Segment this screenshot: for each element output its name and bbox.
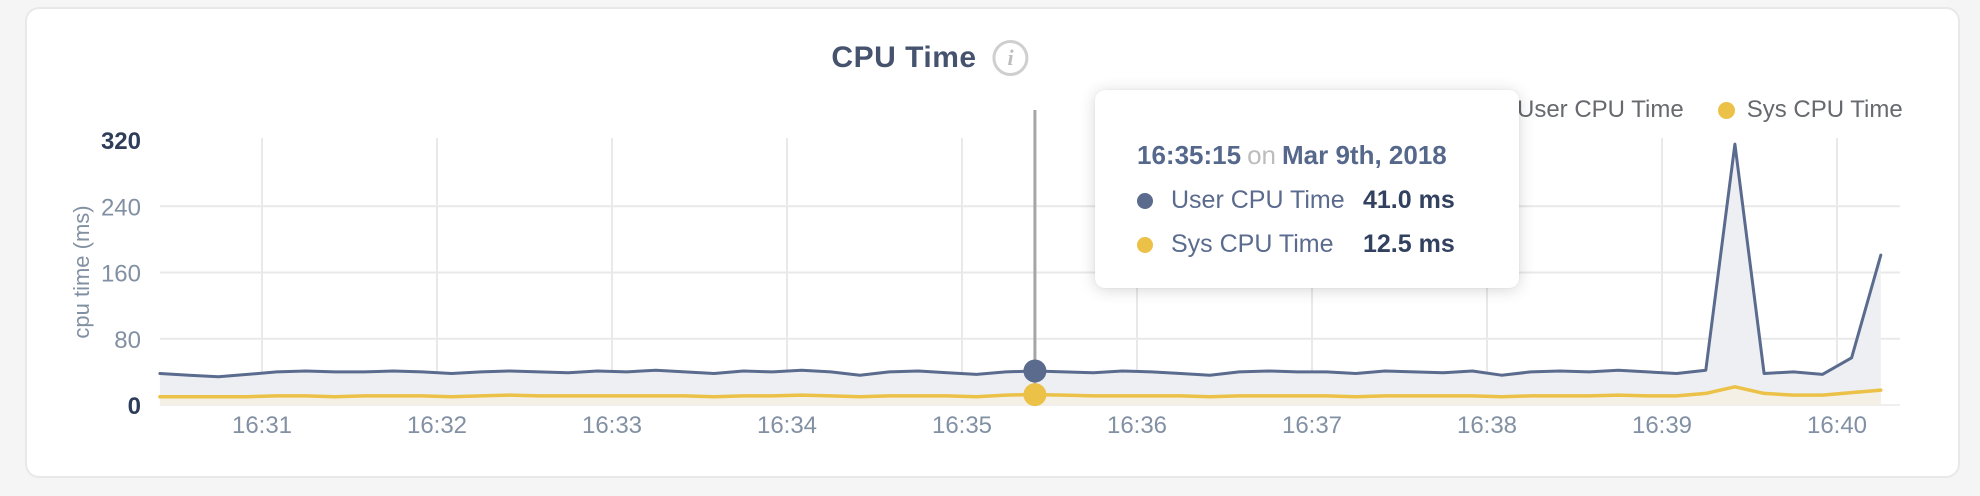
- legend-item-sys[interactable]: Sys CPU Time: [1717, 96, 1903, 124]
- y-tick-label: 160: [101, 261, 141, 288]
- y-tick-label: 240: [101, 194, 141, 221]
- legend: User CPU Time Sys CPU Time: [1488, 96, 1903, 124]
- tooltip-connector: on: [1247, 140, 1276, 170]
- chart-header: CPU Time i: [831, 40, 1029, 76]
- x-tick-label: 16:39: [1632, 412, 1692, 439]
- y-tick-label: 0: [128, 393, 141, 420]
- chart-title: CPU Time: [831, 41, 977, 74]
- x-tick-label: 16:38: [1457, 412, 1517, 439]
- tooltip-row-user: User CPU Time 41.0 ms: [1137, 186, 1519, 215]
- tooltip-value-sys: 12.5 ms: [1363, 230, 1455, 258]
- legend-label-sys: Sys CPU Time: [1746, 96, 1903, 123]
- y-axis-title: cpu time (ms): [69, 205, 94, 339]
- legend-dot-sys-icon: [1717, 101, 1735, 119]
- tooltip-label-user: User CPU Time: [1171, 186, 1345, 214]
- y-tick-label: 80: [114, 327, 141, 354]
- x-tick-label: 16:31: [232, 412, 292, 439]
- y-tick-label: 320: [101, 128, 141, 155]
- x-tick-label: 16:33: [582, 412, 642, 439]
- tooltip-value-user: 41.0 ms: [1363, 186, 1455, 214]
- x-tick-label: 16:40: [1807, 412, 1867, 439]
- tooltip-header: 16:35:15 on Mar 9th, 2018: [1137, 140, 1519, 171]
- hover-dot-user: [1023, 359, 1047, 383]
- tooltip-dot-sys-icon: [1137, 236, 1153, 253]
- x-tick-label: 16:34: [757, 412, 817, 439]
- hover-dot-sys: [1023, 383, 1047, 407]
- x-tick-label: 16:37: [1282, 412, 1342, 439]
- info-icon[interactable]: i: [992, 40, 1029, 76]
- tooltip-label-sys: Sys CPU Time: [1171, 230, 1334, 258]
- tooltip-dot-user-icon: [1137, 192, 1153, 209]
- user-cpu-line: [158, 142, 1883, 379]
- tooltip-date: Mar 9th, 2018: [1282, 140, 1447, 170]
- tooltip-time: 16:35:15: [1137, 140, 1242, 170]
- sys-cpu-line: [158, 385, 1883, 399]
- legend-label-user: User CPU Time: [1517, 96, 1684, 123]
- tooltip: 16:35:15 on Mar 9th, 2018 User CPU Time 41…: [1095, 90, 1519, 288]
- x-tick-label: 16:35: [932, 412, 992, 439]
- x-tick-label: 16:32: [407, 412, 467, 439]
- tooltip-row-sys: Sys CPU Time 12.5 ms: [1137, 230, 1519, 259]
- x-tick-label: 16:36: [1107, 412, 1167, 439]
- user-cpu-area: [159, 144, 1881, 405]
